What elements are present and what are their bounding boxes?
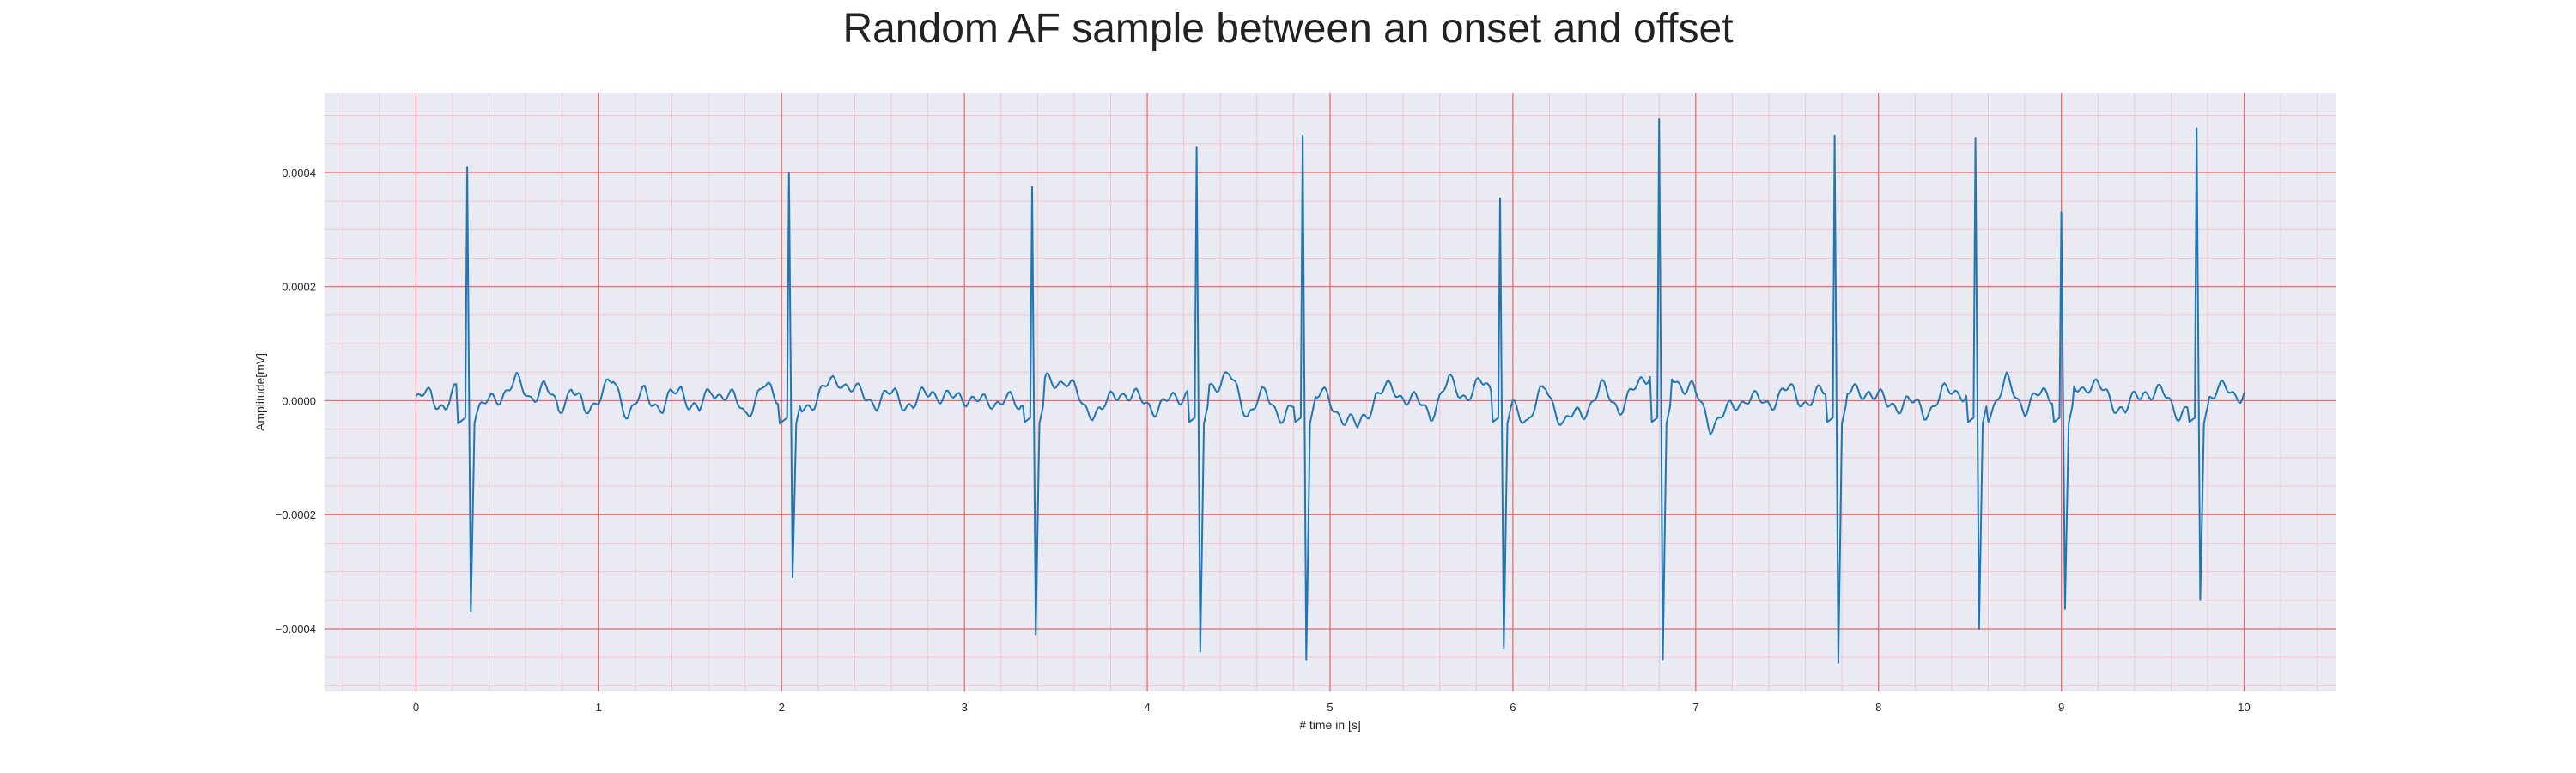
ecg-line (415, 117, 2245, 664)
x-tick-label: 7 (1692, 701, 1698, 714)
x-tick-label: 9 (2058, 701, 2064, 714)
grid-lines (325, 93, 2336, 691)
ecg-series (415, 117, 2245, 664)
x-tick-label: 1 (596, 701, 602, 714)
y-tick-label: −0.0004 (276, 623, 316, 636)
x-tick-label: 3 (962, 701, 968, 714)
chart-title: Random AF sample between an onset and of… (842, 6, 1734, 52)
x-axis-label: # time in [s] (1299, 718, 1361, 732)
y-axis-label: Amplitude[mV] (253, 353, 267, 431)
y-tick-label: 0.0002 (282, 281, 316, 294)
x-tick-label: 4 (1144, 701, 1150, 714)
x-tick-label: 10 (2238, 701, 2250, 714)
x-tick-label: 2 (779, 701, 785, 714)
tick-labels: 0 1 2 3 4 5 6 7 8 9 10 0.0004 0.0002 0.0000 −0.0002 −0.… (276, 167, 2251, 714)
x-tick-label: 8 (1875, 701, 1881, 714)
x-tick-label: 6 (1510, 701, 1516, 714)
y-tick-label: 0.0004 (282, 167, 316, 180)
x-tick-label: 0 (413, 701, 419, 714)
y-tick-label: −0.0002 (276, 508, 316, 521)
y-tick-label: 0.0000 (282, 394, 316, 407)
x-tick-label: 5 (1327, 701, 1333, 714)
